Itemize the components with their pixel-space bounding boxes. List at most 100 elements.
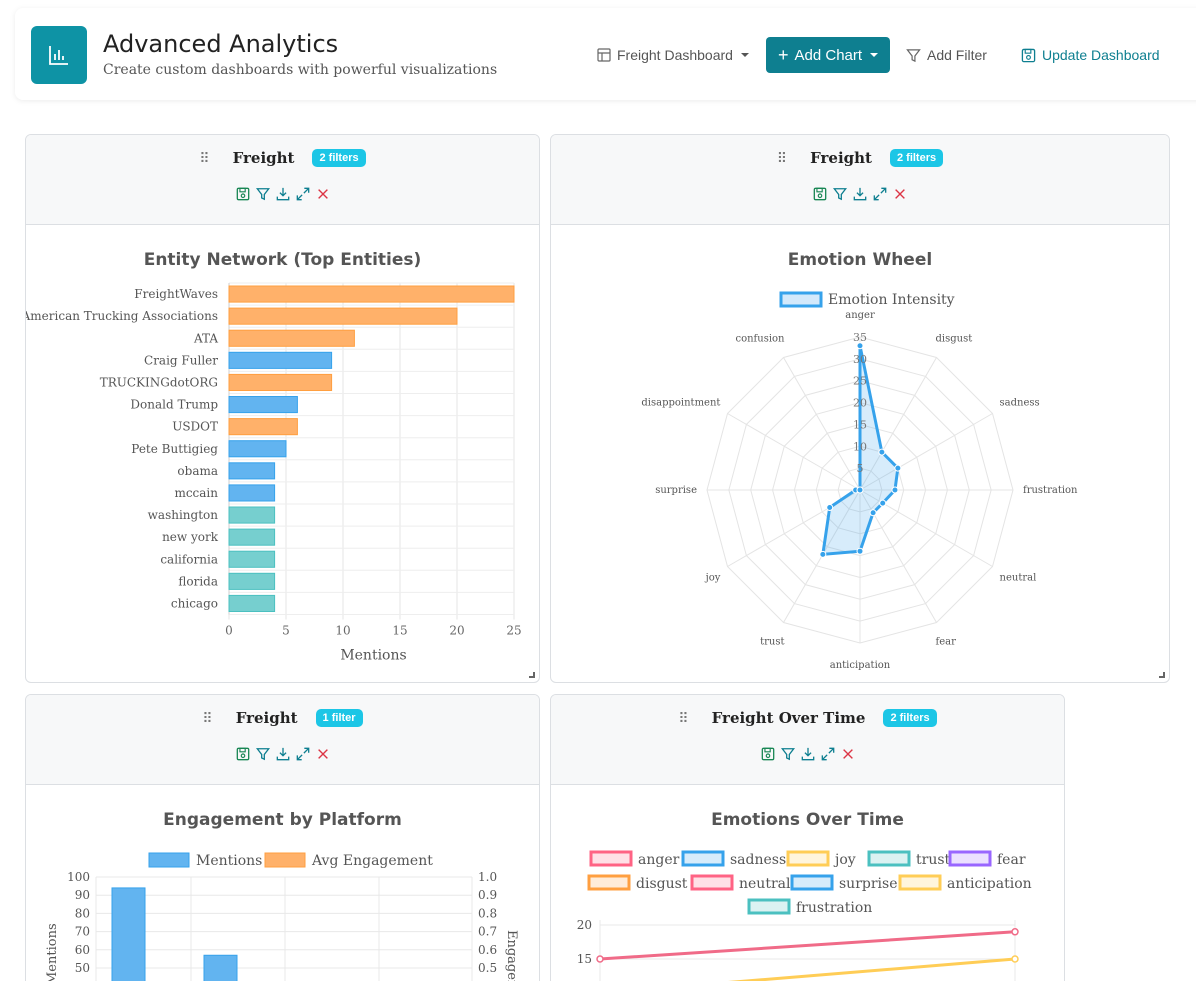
y-tick-label: TRUCKINGdotORG [100, 375, 218, 389]
download-icon[interactable] [852, 186, 868, 202]
radar-spoke [727, 413, 861, 491]
radar-point-label: joy [705, 573, 721, 584]
filter-count-badge[interactable]: 2 filters [312, 149, 366, 167]
save-icon[interactable] [760, 746, 776, 762]
legend-swatch [898, 874, 942, 891]
close-icon[interactable] [840, 746, 856, 762]
bar [228, 307, 458, 325]
radar-point [891, 486, 899, 494]
radar-tick-label: 20 [853, 397, 867, 410]
update-dashboard-label: Update Dashboard [1042, 47, 1160, 63]
chart-title: Emotions Over Time [711, 810, 904, 830]
bar [228, 351, 333, 369]
download-icon[interactable] [800, 746, 816, 762]
y-tick-label: USDOT [172, 420, 218, 434]
y-tick-label: 100 [67, 870, 90, 884]
y-tick-label: chicago [171, 596, 218, 610]
radar-point-label: fear [936, 637, 957, 648]
radar-point-label: surprise [655, 485, 697, 496]
legend-swatch [690, 874, 734, 891]
expand-icon[interactable] [295, 186, 311, 202]
radar-point [856, 547, 864, 555]
x-tick-label: 15 [392, 624, 407, 638]
resize-handle[interactable] [1159, 672, 1165, 678]
radar-point [879, 499, 887, 507]
close-icon[interactable] [315, 746, 331, 762]
filter-icon[interactable] [780, 746, 796, 762]
x-axis-label: Mentions [340, 648, 406, 664]
drag-handle-icon[interactable]: ⠿ [199, 149, 209, 166]
y-tick-label: 90 [75, 888, 90, 902]
legend-swatch [589, 850, 633, 867]
filter-icon[interactable] [255, 186, 271, 202]
radar-point-label: trust [760, 637, 784, 648]
download-icon[interactable] [275, 186, 291, 202]
radar-point-label: frustration [1023, 485, 1078, 496]
legend-swatch [264, 852, 306, 868]
radar-gridring [706, 336, 1014, 644]
radar-tick-label: 15 [853, 418, 867, 431]
bar [228, 418, 298, 436]
dashboard-select[interactable]: Freight Dashboard [597, 37, 749, 73]
radar-gridring [837, 467, 883, 513]
radar-spoke [859, 489, 993, 567]
filter-icon[interactable] [255, 746, 271, 762]
expand-icon[interactable] [295, 746, 311, 762]
x-tick-label: 5 [282, 624, 290, 638]
close-icon[interactable] [315, 186, 331, 202]
legend-swatch [681, 850, 725, 867]
radar-point-label: sadness [1000, 398, 1040, 409]
add-filter-button[interactable]: Add Filter [906, 37, 987, 73]
bar [111, 887, 146, 981]
legend-swatch [148, 852, 190, 868]
bar [228, 484, 276, 502]
filter-count-badge[interactable]: 2 filters [883, 709, 937, 727]
x-tick-label: 25 [506, 624, 521, 638]
x-tick-label: 0 [225, 624, 233, 638]
bar-chart-icon [49, 46, 68, 65]
drag-handle-icon[interactable]: ⠿ [678, 709, 688, 726]
resize-handle[interactable] [529, 672, 535, 678]
close-icon[interactable] [892, 186, 908, 202]
legend-swatch [786, 850, 830, 867]
bar [228, 396, 298, 414]
y2-axis-label: Engagement [504, 930, 519, 981]
legend-swatch [948, 850, 992, 867]
y2-tick-label: 0.9 [478, 888, 497, 902]
radar-gridring [815, 445, 905, 535]
card-toolbar [26, 186, 539, 202]
series-line-anger [599, 930, 1016, 961]
bar [228, 285, 515, 303]
legend-label: surprise [839, 876, 898, 892]
radar-tick-label: 35 [853, 331, 867, 344]
filter-count-badge[interactable]: 2 filters [889, 149, 944, 167]
y2-tick-label: 0.6 [478, 943, 497, 957]
radar-point [856, 342, 864, 350]
radar-point-label: anger [845, 310, 875, 321]
bar [228, 594, 276, 612]
y-tick-label: obama [177, 464, 218, 478]
save-icon[interactable] [235, 186, 251, 202]
drag-handle-icon[interactable]: ⠿ [202, 709, 212, 726]
update-dashboard-button[interactable]: Update Dashboard [1021, 37, 1160, 73]
card-header: ⠿ Freight 2 filters [551, 135, 1169, 225]
expand-icon[interactable] [872, 186, 888, 202]
table-icon [597, 48, 611, 62]
bar [228, 506, 276, 524]
filter-count-badge[interactable]: 1 filter [315, 709, 363, 727]
expand-icon[interactable] [820, 746, 836, 762]
y-tick-label: florida [178, 574, 218, 588]
add-chart-button[interactable]: + Add Chart [766, 37, 891, 73]
card-header: ⠿ Freight 2 filters [26, 135, 539, 225]
y-tick-label: california [160, 552, 218, 566]
bar [228, 373, 333, 391]
bar [228, 572, 276, 590]
filter-icon[interactable] [832, 186, 848, 202]
save-icon[interactable] [812, 186, 828, 202]
radar-point [869, 509, 877, 517]
radar-point [852, 486, 860, 494]
drag-handle-icon[interactable]: ⠿ [776, 149, 787, 166]
add-filter-label: Add Filter [927, 47, 987, 63]
download-icon[interactable] [275, 746, 291, 762]
save-icon[interactable] [235, 746, 251, 762]
